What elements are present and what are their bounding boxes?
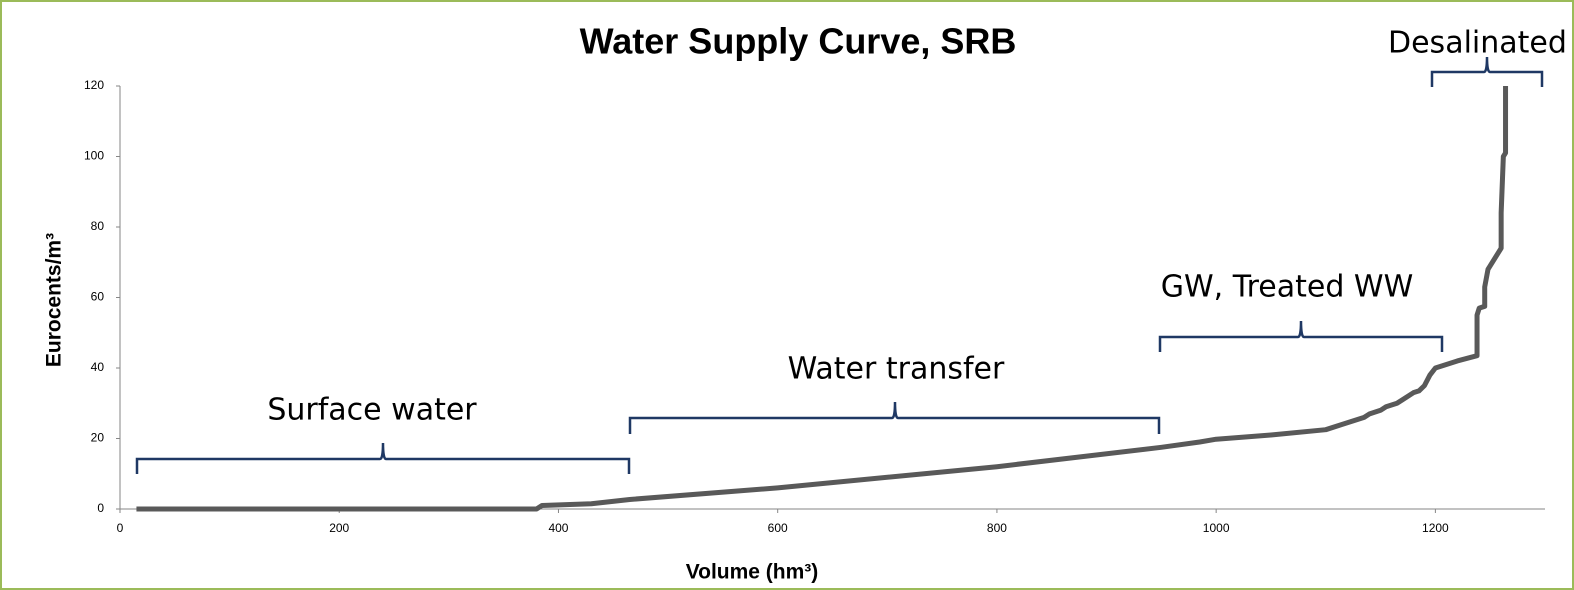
- y-tick-label: 60: [91, 290, 105, 304]
- y-tick-label: 20: [91, 431, 105, 445]
- brace: [135, 442, 631, 474]
- y-tick-label: 80: [91, 219, 105, 233]
- y-tick-label: 100: [84, 149, 104, 163]
- brace: [1158, 320, 1444, 352]
- y-tick-label: 120: [84, 78, 104, 92]
- brace: [1430, 56, 1544, 87]
- y-tick-label: 0: [97, 501, 104, 515]
- x-axis-label: Volume (hm³): [686, 561, 819, 584]
- x-tick-label: 400: [548, 521, 568, 535]
- annotation: Desalinated: [1388, 26, 1567, 61]
- x-tick-label: 1000: [1203, 521, 1230, 535]
- supply-curve: [136, 86, 1509, 512]
- annotation: GW, Treated WW: [1161, 270, 1414, 305]
- x-tick-label: 600: [768, 521, 788, 535]
- annotation: Surface water: [267, 393, 477, 428]
- x-tick-label: 1200: [1422, 521, 1449, 535]
- y-tick-label: 40: [91, 360, 105, 374]
- x-tick-label: 0: [117, 521, 124, 535]
- y-axis-label: Eurocents/m³: [43, 233, 66, 367]
- brace: [628, 401, 1161, 434]
- x-tick-label: 200: [329, 521, 349, 535]
- x-tick-label: 800: [987, 521, 1007, 535]
- chart-title: Water Supply Curve, SRB: [580, 21, 1017, 62]
- annotation: Water transfer: [788, 352, 1005, 387]
